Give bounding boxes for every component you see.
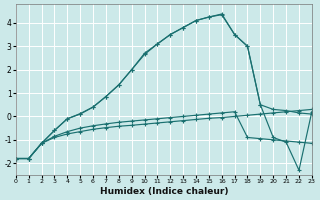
X-axis label: Humidex (Indice chaleur): Humidex (Indice chaleur) <box>100 187 228 196</box>
